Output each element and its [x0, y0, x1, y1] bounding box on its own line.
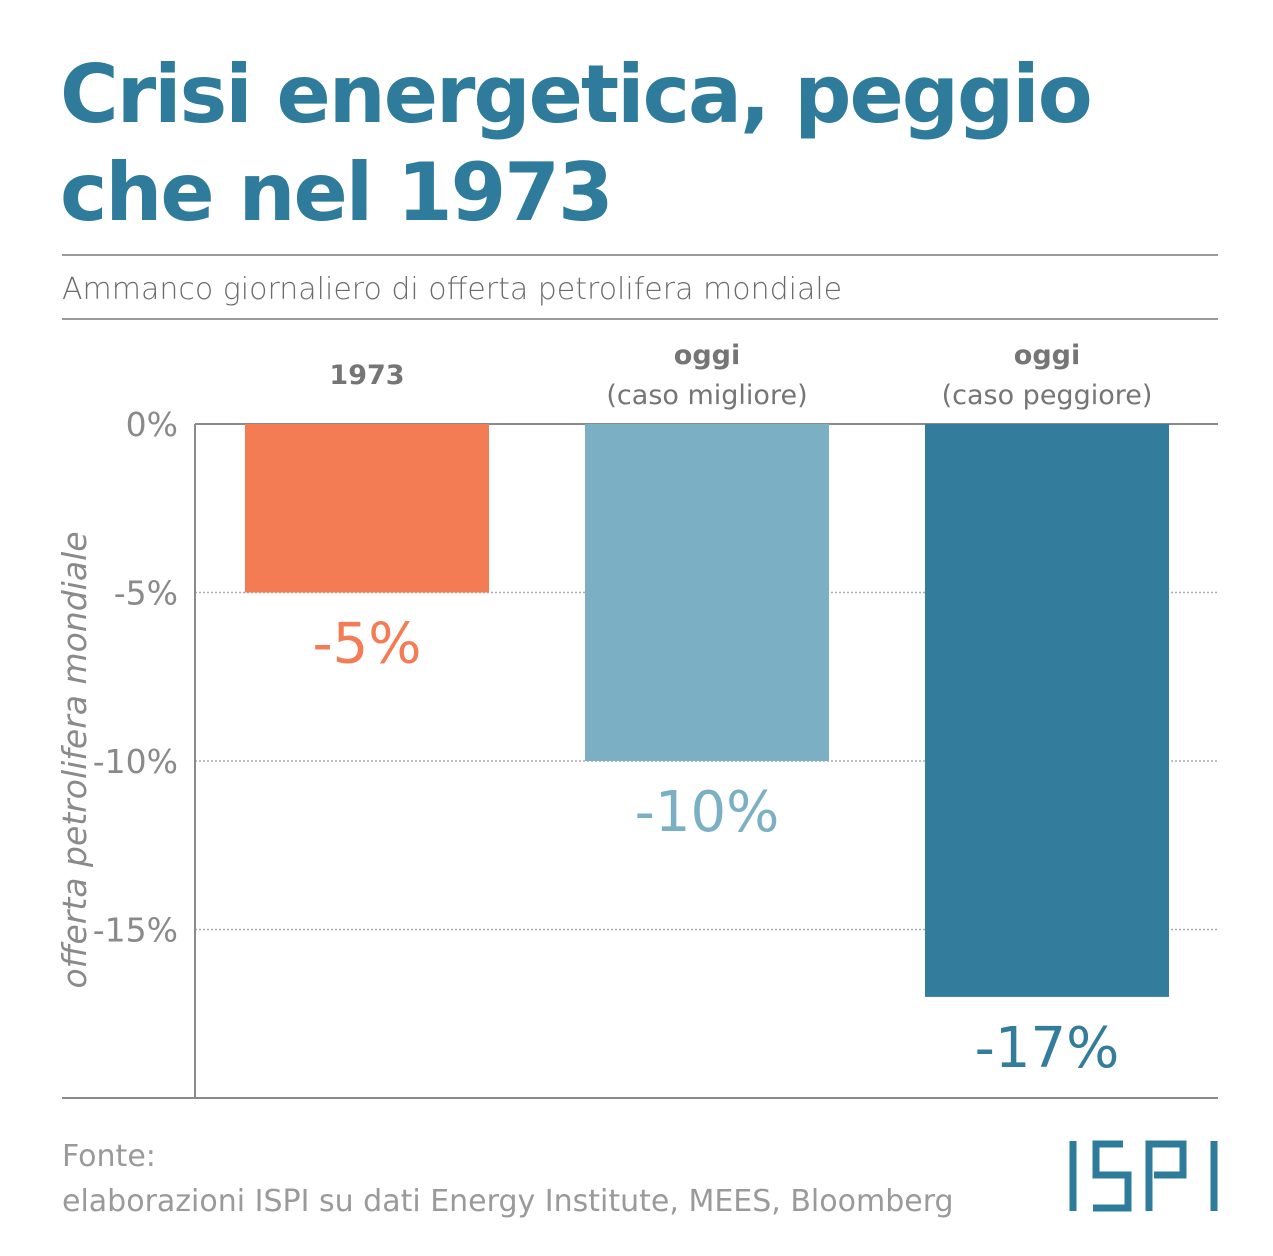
category-label: oggi	[674, 340, 740, 371]
title-line-1: Crisi energetica, peggio	[60, 48, 1091, 141]
source-text: elaborazioni ISPI su dati Energy Institu…	[62, 1184, 954, 1219]
category-label: oggi	[1014, 340, 1080, 371]
bar	[585, 424, 829, 761]
category-label: 1973	[329, 360, 404, 391]
bar	[245, 424, 489, 593]
data-label: -17%	[975, 1016, 1120, 1081]
data-label: -10%	[635, 780, 780, 845]
title-line-2: che nel 1973	[60, 146, 612, 239]
y-tick-label: -5%	[114, 574, 178, 613]
y-tick-label: 0%	[126, 405, 178, 444]
y-tick-label: -15%	[93, 911, 178, 950]
category-sublabel: (caso migliore)	[606, 380, 807, 411]
subtitle: Ammanco giornaliero di offerta petrolife…	[62, 272, 842, 307]
y-axis-label: offerta petrolifera mondiale	[55, 531, 94, 988]
source-label: Fonte:	[62, 1139, 156, 1174]
ispi-logo	[1069, 1140, 1218, 1212]
data-label: -5%	[312, 612, 421, 677]
y-tick-label: -10%	[93, 742, 178, 781]
bar	[925, 424, 1169, 997]
category-sublabel: (caso peggiore)	[942, 380, 1153, 411]
